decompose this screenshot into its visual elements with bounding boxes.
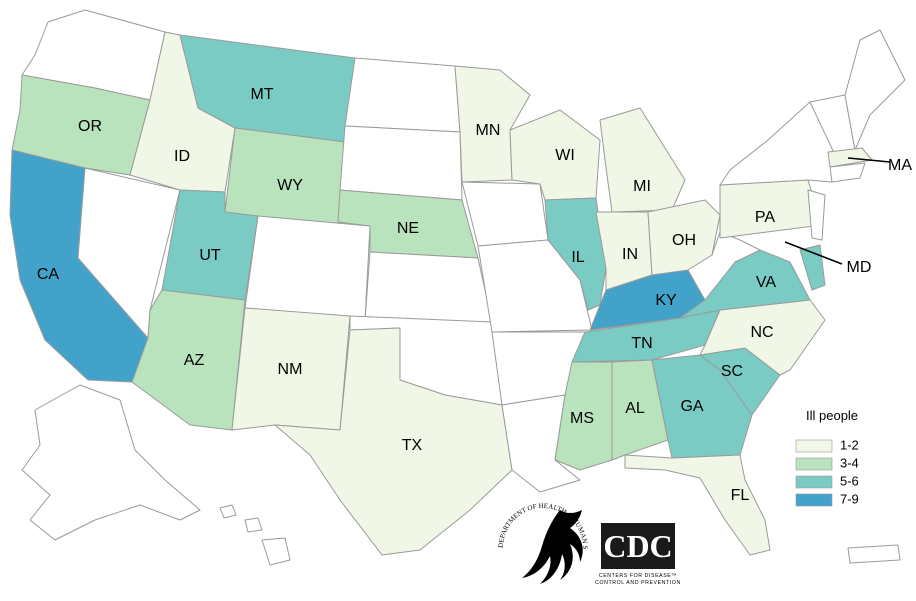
legend-item: 3-4 [795,455,859,471]
state-co [244,215,371,321]
legend-title: Ill people [806,408,858,423]
label-ut: UT [199,247,221,264]
legend-label: 3-4 [840,455,859,470]
state-mo [477,239,593,333]
state-hi-1 [219,504,237,519]
ma-leader-line [847,157,891,163]
state-il [544,197,607,311]
label-md: MD [847,259,872,276]
label-nc: NC [750,324,773,341]
legend: Ill people 1-2 3-4 5-6 7-9 [795,408,859,507]
legend-swatch [795,457,833,471]
cdc-logo: CDC CENTERS FOR DISEASE™ CONTROL AND PRE… [595,523,681,586]
label-ma: MA [888,157,912,174]
label-mi: MI [633,178,651,195]
legend-label: 7-9 [840,491,859,506]
state-nj [807,189,826,241]
hhs-eagle-icon [522,510,583,584]
label-ga: GA [680,398,703,415]
legend-swatch [795,475,833,489]
label-in: IN [622,246,638,263]
state-az [131,289,246,431]
legend-label: 5-6 [840,473,859,488]
state-fl [624,454,771,556]
label-tn: TN [631,335,652,352]
label-id: ID [174,148,190,165]
label-wy: WY [277,177,303,194]
cdc-logo-box [601,523,675,569]
state-ct-ri [829,162,866,183]
label-il: IL [571,249,584,266]
legend-swatch [795,493,833,507]
legend-item: 7-9 [795,491,859,507]
legend-swatch [795,439,833,453]
state-md [799,244,826,291]
label-pa: PA [755,209,775,226]
state-me [844,29,906,151]
label-wi: WI [555,147,575,164]
state-ia [461,181,549,247]
label-ca: CA [37,266,60,283]
state-or [11,74,151,176]
label-ne: NE [397,220,419,237]
cdc-subtitle-1: CENTERS FOR DISEASE™ [599,573,677,579]
state-al [611,359,669,461]
label-al: AL [625,400,645,417]
state-wv [687,231,761,301]
label-va: VA [756,274,776,291]
cdc-wordmark: CDC [603,528,672,564]
state-mi [599,107,686,213]
md-leader-line [784,241,843,265]
state-labels: OR CA ID MT WY UT AZ NM NE TX MN WI IL M… [37,86,912,504]
label-nm: NM [278,361,303,378]
state-hi-2 [244,517,263,533]
state-ks [364,251,493,323]
label-ms: MS [570,410,594,427]
legend-item: 5-6 [795,473,859,489]
label-mt: MT [250,86,273,103]
label-tx: TX [402,437,423,454]
label-or: OR [78,118,102,135]
label-ky: KY [655,292,677,309]
label-sc: SC [721,363,743,380]
label-fl: FL [731,487,750,504]
legend-item: 1-2 [795,437,859,453]
state-nd [344,57,461,133]
state-ak [21,384,201,541]
state-shapes [9,9,906,566]
label-az: AZ [184,352,205,369]
state-tx [274,327,513,556]
label-oh: OH [672,232,696,249]
label-mn: MN [476,122,501,139]
cdc-subtitle-2: CONTROL AND PREVENTION [595,580,681,586]
legend-label: 1-2 [840,437,859,452]
state-hi-3 [261,537,291,566]
state-sd [339,125,463,201]
state-pr [847,544,901,564]
